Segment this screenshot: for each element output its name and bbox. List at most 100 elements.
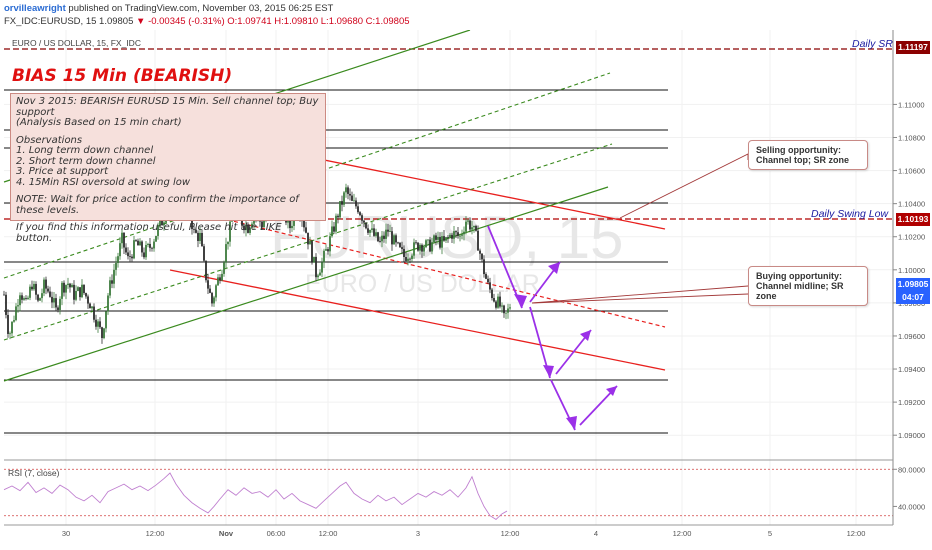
candle-body	[493, 298, 495, 302]
candle-body	[147, 244, 149, 245]
sell-callout[interactable]: Selling opportunity: Channel top; SR zon…	[748, 140, 868, 170]
candle-body	[357, 206, 359, 212]
candle-body	[125, 248, 127, 253]
candle-body	[77, 287, 79, 291]
candle-body	[319, 273, 321, 276]
candle-body	[27, 298, 29, 299]
candle-body	[93, 307, 95, 320]
candle-body	[53, 298, 55, 302]
candle-body	[407, 259, 409, 261]
candle-body	[387, 230, 389, 232]
candle-body	[3, 295, 5, 296]
candle-body	[111, 280, 113, 283]
candle-body	[57, 307, 59, 309]
candle-body	[367, 228, 369, 233]
time-tick-label: 12:00	[847, 529, 866, 538]
candle-body	[345, 187, 347, 192]
candle-body	[435, 235, 437, 239]
arrowhead	[543, 365, 554, 378]
candle-body	[35, 284, 37, 295]
candle-body	[107, 296, 109, 312]
candle-body	[83, 285, 85, 293]
candle-body	[145, 245, 147, 257]
candle-body	[447, 237, 449, 238]
candle-body	[337, 216, 339, 218]
buy-callout[interactable]: Buying opportunity: Channel midline; SR …	[748, 266, 868, 306]
candle-body	[491, 290, 493, 298]
candle-body	[417, 243, 419, 251]
candle-body	[427, 240, 429, 241]
candle-body	[397, 242, 399, 243]
candle-body	[99, 321, 101, 327]
candle-body	[329, 236, 331, 251]
candle-body	[45, 280, 47, 289]
candle-body	[339, 201, 341, 217]
ohlc-values: O:1.09741 H:1.09810 L:1.09680 C:1.09805	[227, 16, 409, 27]
time-tick-label: 3	[416, 529, 420, 538]
candle-body	[401, 247, 403, 249]
note-line-2: (Analysis Based on 15 min chart)	[16, 118, 320, 129]
price-tick-label: 1.10400	[898, 200, 925, 209]
candle-body	[37, 295, 39, 301]
candle-body	[355, 200, 357, 206]
bias-title: BIAS 15 Min (BEARISH)	[12, 66, 232, 86]
price-tick-label: 1.11000	[898, 100, 925, 109]
candle-body	[437, 237, 439, 240]
time-tick-label: 12:00	[319, 529, 338, 538]
price-tick-label: 1.10000	[898, 266, 925, 275]
candle-body	[477, 231, 479, 251]
candle-body	[323, 251, 325, 263]
chart-header: orvilleawright published on TradingView.…	[0, 0, 932, 30]
buy-callout-line-3: zone	[756, 291, 860, 301]
candle-body	[471, 227, 473, 229]
candle-body	[481, 254, 483, 260]
candle-body	[205, 261, 207, 281]
candle-body	[497, 297, 499, 308]
candle-body	[209, 289, 211, 293]
candle-body	[67, 284, 69, 285]
observation-4: 4. 15Min RSI oversold at swing low	[16, 178, 320, 189]
candle-body	[49, 291, 51, 296]
candle-body	[423, 247, 425, 251]
candle-body	[11, 322, 13, 334]
symbol-name: FX_IDC:EURUSD, 15	[4, 16, 96, 27]
rsi-label: RSI (7, close)	[8, 468, 60, 478]
candle-body	[325, 249, 327, 251]
candle-body	[321, 262, 323, 272]
candle-body	[117, 256, 119, 263]
candle-body	[505, 313, 507, 314]
candle-body	[85, 293, 87, 296]
candle-body	[23, 298, 25, 300]
price-tick-label: 1.09000	[898, 431, 925, 440]
buy-callout-line-2: Channel midline; SR	[756, 281, 860, 291]
buy-callout-pointer	[532, 286, 748, 303]
author-link[interactable]: orvilleawright	[4, 3, 66, 14]
sell-callout-line-1: Selling opportunity:	[756, 145, 860, 155]
candle-body	[475, 226, 477, 231]
candle-body	[127, 252, 129, 256]
candle-body	[73, 285, 75, 300]
candle-body	[333, 226, 335, 231]
candle-body	[203, 246, 205, 261]
candle-body	[39, 298, 41, 300]
candle-body	[331, 226, 333, 236]
candle-body	[499, 297, 501, 307]
observation-3: 3. Price at support	[16, 167, 320, 178]
daily-sr-price-tag: 1.11197	[896, 41, 930, 54]
candle-body	[409, 259, 411, 260]
candle-body	[375, 232, 377, 236]
note-warning: NOTE: Wait for price action to confirm t…	[16, 195, 320, 216]
price-change: -0.00345 (-0.31%)	[148, 16, 225, 27]
candle-body	[55, 298, 57, 307]
publish-text: published on TradingView.com, November 0…	[68, 3, 333, 14]
candle-body	[69, 284, 71, 288]
arrowhead	[566, 416, 577, 430]
candle-body	[61, 283, 63, 299]
candle-body	[507, 308, 509, 312]
candle-body	[315, 257, 317, 277]
candle-body	[71, 285, 73, 287]
candle-body	[395, 235, 397, 242]
candle-body	[369, 230, 371, 233]
candle-body	[459, 236, 461, 237]
candle-body	[399, 243, 401, 247]
